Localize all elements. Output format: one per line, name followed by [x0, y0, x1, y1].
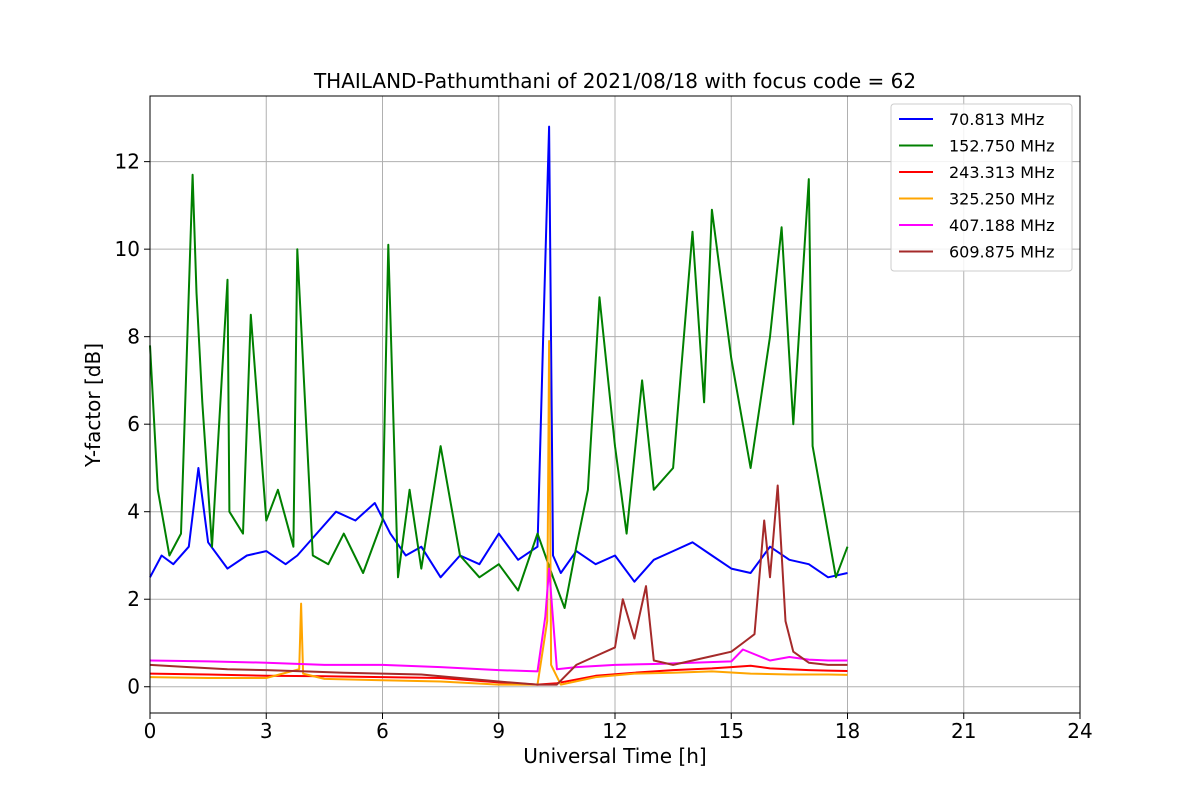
series-line-4	[149, 340, 848, 686]
y-tick-label: 10	[115, 237, 140, 261]
legend: 70.813 MHz 152.750 MHz 243.313 MHz 325.250 …	[890, 103, 1073, 272]
series-line-6	[149, 484, 848, 686]
x-tick-label: 6	[376, 719, 389, 743]
y-tick-label: 6	[127, 412, 140, 436]
y-tick-label: 0	[127, 675, 140, 699]
legend-label: 152.750 MHz	[949, 137, 1054, 156]
series-line-2	[149, 173, 849, 609]
y-tick-label: 4	[127, 500, 140, 524]
legend-label: 407.188 MHz	[949, 216, 1054, 235]
legend-label: 609.875 MHz	[949, 243, 1054, 262]
x-tick-label: 9	[492, 719, 505, 743]
x-tick-label: 12	[602, 719, 627, 743]
legend-label: 70.813 MHz	[949, 110, 1044, 129]
x-axis-ticks: 0 3 6 9 12 15 18 21 24	[144, 713, 1093, 743]
x-tick-label: 21	[951, 719, 976, 743]
y-axis-ticks: 0 2 4 6 8 10 12	[115, 150, 150, 699]
y-tick-label: 2	[127, 587, 140, 611]
chart-title: THAILAND-Pathumthani of 2021/08/18 with …	[313, 69, 916, 93]
y-tick-label: 8	[127, 325, 140, 349]
legend-label: 243.313 MHz	[949, 163, 1054, 182]
series-lines	[149, 125, 849, 686]
y-axis-label: Y-factor [dB]	[81, 343, 105, 468]
legend-label: 325.250 MHz	[949, 190, 1054, 209]
x-tick-label: 24	[1067, 719, 1092, 743]
series-line-3	[149, 664, 848, 686]
series-line-5	[149, 567, 848, 673]
legend-box	[890, 103, 1073, 272]
x-axis-label: Universal Time [h]	[523, 744, 706, 768]
x-tick-label: 3	[260, 719, 273, 743]
series-line-1	[149, 125, 848, 583]
y-tick-label: 12	[115, 150, 140, 174]
x-tick-label: 15	[719, 719, 744, 743]
x-tick-label: 18	[835, 719, 860, 743]
x-tick-label: 0	[144, 719, 157, 743]
